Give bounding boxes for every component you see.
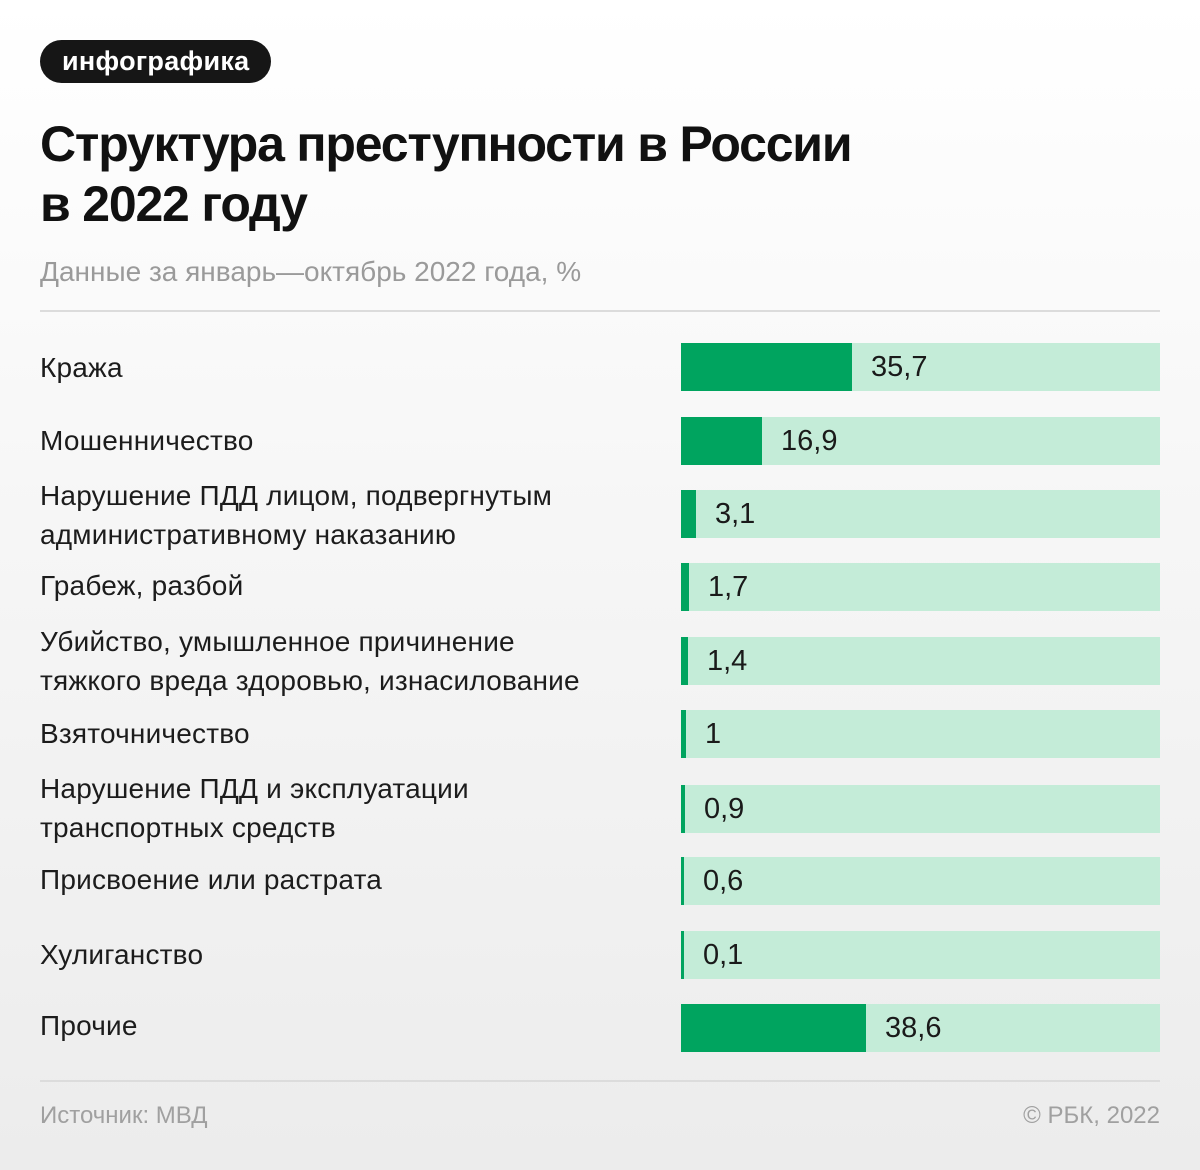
category-label: Кража [40, 348, 660, 387]
category-label: Нарушение ПДД и эксплуатации транспортных… [40, 769, 660, 847]
bar-value-label: 35,7 [871, 351, 928, 383]
copyright-note: © РБК, 2022 [1023, 1102, 1160, 1129]
bar-track: 16,9 [681, 417, 1160, 465]
bar [681, 710, 686, 758]
category-label: Убийство, умышленное причинение тяжкого в… [40, 622, 660, 700]
bar-track: 0,1 [681, 931, 1160, 979]
bar-track: 0,9 [681, 785, 1160, 833]
bar-value-label: 16,9 [781, 425, 838, 457]
category-label-line: Хулиганство [40, 939, 204, 970]
bar-value-label: 38,6 [885, 1012, 942, 1044]
category-label: Взяточничество [40, 714, 660, 753]
category-label-line: тяжкого вреда здоровью, изнасилование [40, 665, 580, 696]
bar-track: 1,4 [681, 637, 1160, 685]
bar-value-label: 3,1 [715, 498, 756, 530]
category-label: Хулиганство [40, 935, 660, 974]
category-label-line: Нарушение ПДД лицом, подвергнутым [40, 480, 553, 511]
bottom-divider [40, 1080, 1160, 1082]
bar [681, 785, 685, 833]
top-divider [40, 310, 1160, 312]
chart-subtitle: Данные за январь—октябрь 2022 года, % [40, 256, 582, 287]
bar [681, 490, 696, 538]
category-label-line: Прочие [40, 1010, 138, 1041]
bar [681, 857, 684, 905]
infographic-tag: инфографика [40, 40, 272, 83]
bar-track: 38,6 [681, 1004, 1160, 1052]
category-label: Грабеж, разбой [40, 566, 660, 605]
bar-track: 0,6 [681, 857, 1160, 905]
bar-track: 1 [681, 710, 1160, 758]
bar-value-label: 1,4 [707, 645, 748, 677]
bar [681, 931, 684, 979]
category-label-line: Кража [40, 352, 123, 383]
source-note: Источник: МВД [40, 1102, 208, 1129]
category-label-line: административному наказанию [40, 519, 457, 550]
bar-track: 3,1 [681, 490, 1160, 538]
chart-title-line-2: в 2022 году [40, 176, 308, 232]
category-label: Нарушение ПДД лицом, подвергнутым админис… [40, 476, 660, 554]
category-label-line: Взяточничество [40, 718, 250, 749]
bar-track: 35,7 [681, 343, 1160, 391]
category-label: Присвоение или растрата [40, 860, 660, 899]
chart-title-line-1: Структура преступности в России [40, 116, 853, 172]
category-label-line: Нарушение ПДД и эксплуатации [40, 773, 469, 804]
bar-value-label: 0,6 [703, 865, 744, 897]
chart-title: Структура преступности в России в 2022 г… [40, 114, 1140, 234]
bar-value-label: 1,7 [708, 571, 749, 603]
category-label: Прочие [40, 1006, 660, 1045]
bar [681, 343, 852, 391]
category-label-line: Грабеж, разбой [40, 570, 244, 601]
category-label-line: Убийство, умышленное причинение [40, 626, 515, 657]
bar-value-label: 1 [705, 718, 722, 750]
bar [681, 563, 689, 611]
bar [681, 637, 688, 685]
bar-value-label: 0,1 [703, 939, 744, 971]
bar-value-label: 0,9 [704, 793, 745, 825]
bar-track: 1,7 [681, 563, 1160, 611]
category-label: Мошенничество [40, 421, 660, 460]
category-label-line: Присвоение или растрата [40, 864, 383, 895]
bar [681, 1004, 866, 1052]
category-label-line: транспортных средств [40, 812, 336, 843]
bar [681, 417, 762, 465]
category-label-line: Мошенничество [40, 425, 254, 456]
